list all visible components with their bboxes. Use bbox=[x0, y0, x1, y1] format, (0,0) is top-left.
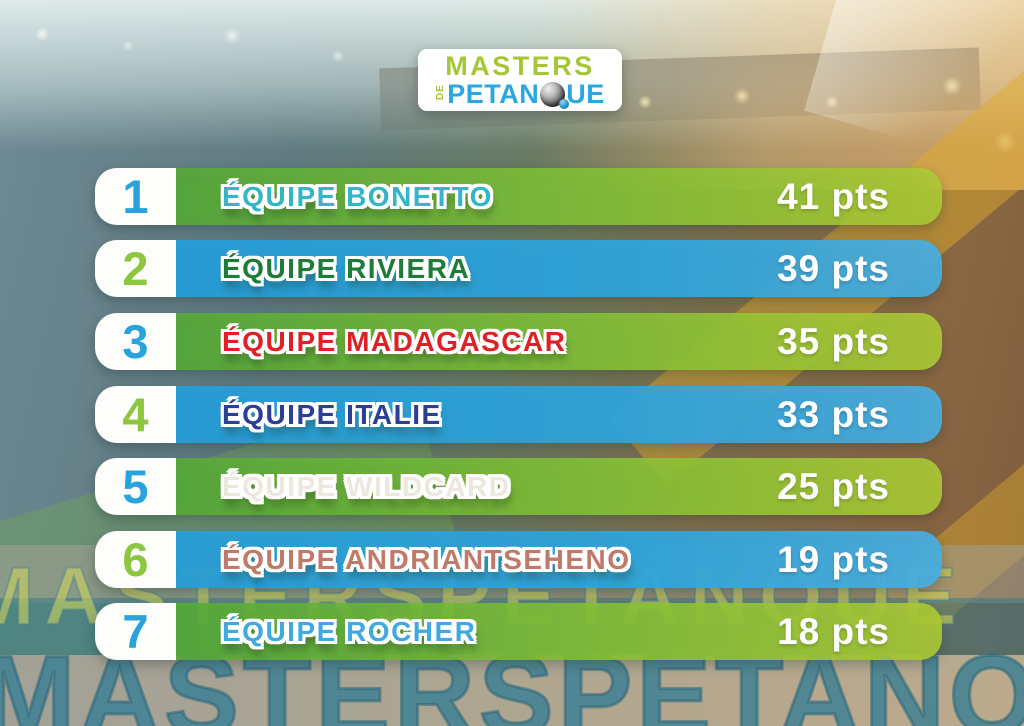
petanque-boule-icon bbox=[540, 81, 570, 109]
team-name: ÉQUIPE ROCHER bbox=[222, 615, 477, 647]
standings-row-4: 4 ÉQUIPE ITALIE 33 pts bbox=[95, 386, 942, 443]
team-bar: ÉQUIPE BONETTO 41 pts bbox=[176, 168, 942, 225]
logo-petanque-line: DE PETAN UE bbox=[435, 78, 605, 109]
rank-badge: 1 bbox=[95, 168, 176, 225]
rank-badge: 7 bbox=[95, 603, 176, 660]
logo-petan-label: PETAN bbox=[447, 78, 540, 109]
rank-number: 7 bbox=[122, 605, 149, 658]
standings-row-2: 2 ÉQUIPE RIVIERA 39 pts bbox=[95, 240, 942, 297]
team-bar: ÉQUIPE WILDCARD 25 pts bbox=[176, 458, 942, 515]
logo-de-label: DE bbox=[435, 84, 447, 100]
rank-number: 6 bbox=[122, 533, 149, 586]
team-bar: ÉQUIPE ITALIE 33 pts bbox=[176, 386, 942, 443]
team-name: ÉQUIPE ITALIE bbox=[222, 398, 442, 430]
team-bar: ÉQUIPE ROCHER 18 pts bbox=[176, 603, 942, 660]
team-points: 18 pts bbox=[777, 610, 890, 652]
team-points: 41 pts bbox=[777, 175, 890, 217]
standings-row-7: 7 ÉQUIPE ROCHER 18 pts bbox=[95, 603, 942, 660]
logo-masters-de-petanque: MASTERS DE PETAN UE bbox=[418, 49, 622, 111]
jack-ball-icon bbox=[559, 98, 570, 109]
rank-badge: 2 bbox=[95, 240, 176, 297]
rank-badge: 5 bbox=[95, 458, 176, 515]
logo-ue-label: UE bbox=[566, 78, 605, 109]
logo-masters-label: MASTERS bbox=[445, 50, 595, 81]
team-name: ÉQUIPE ANDRIANTSEHENO bbox=[222, 543, 631, 575]
standings-row-5: 5 ÉQUIPE WILDCARD 25 pts bbox=[95, 458, 942, 515]
standings-row-3: 3 ÉQUIPE MADAGASCAR 35 pts bbox=[95, 313, 942, 370]
rank-number: 4 bbox=[122, 388, 149, 441]
team-name: ÉQUIPE RIVIERA bbox=[222, 252, 471, 284]
team-points: 19 pts bbox=[777, 538, 890, 580]
rank-number: 2 bbox=[122, 242, 149, 295]
team-name: ÉQUIPE MADAGASCAR bbox=[222, 325, 567, 357]
rank-number: 5 bbox=[122, 460, 149, 513]
team-bar: ÉQUIPE ANDRIANTSEHENO 19 pts bbox=[176, 531, 942, 588]
rank-number: 3 bbox=[122, 315, 149, 368]
rank-badge: 3 bbox=[95, 313, 176, 370]
rank-badge: 6 bbox=[95, 531, 176, 588]
rank-number: 1 bbox=[122, 170, 149, 223]
team-bar: ÉQUIPE MADAGASCAR 35 pts bbox=[176, 313, 942, 370]
rank-badge: 4 bbox=[95, 386, 176, 443]
team-points: 25 pts bbox=[777, 465, 890, 507]
team-points: 35 pts bbox=[777, 320, 890, 362]
standings-row-1: 1 ÉQUIPE BONETTO 41 pts bbox=[95, 168, 942, 225]
standings-row-6: 6 ÉQUIPE ANDRIANTSEHENO 19 pts bbox=[95, 531, 942, 588]
team-bar: ÉQUIPE RIVIERA 39 pts bbox=[176, 240, 942, 297]
team-name: ÉQUIPE WILDCARD bbox=[222, 470, 511, 502]
bottom-band bbox=[0, 655, 1024, 726]
team-points: 33 pts bbox=[777, 393, 890, 435]
team-points: 39 pts bbox=[777, 247, 890, 289]
team-name: ÉQUIPE BONETTO bbox=[222, 180, 493, 212]
light-streak bbox=[804, 0, 1024, 183]
